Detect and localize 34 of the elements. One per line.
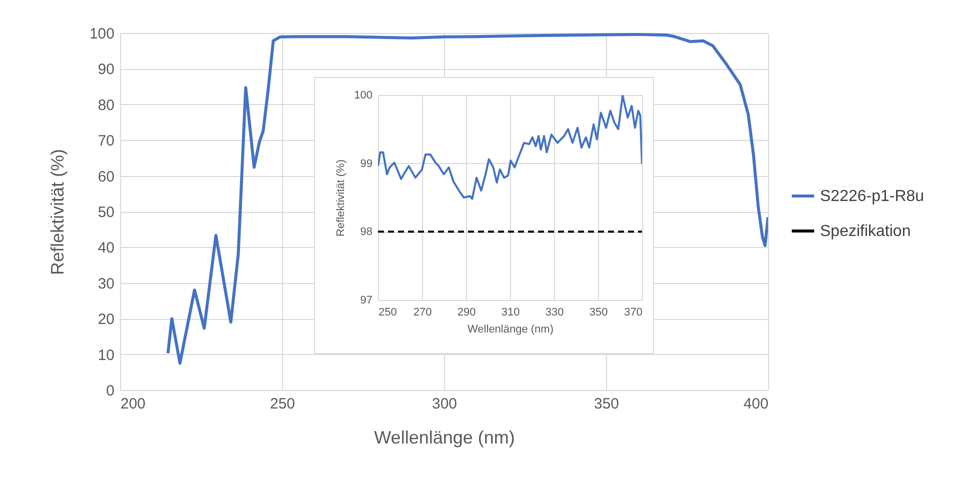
x-tick-label: 270 xyxy=(413,306,432,318)
y-tick-label: 98 xyxy=(360,226,372,238)
y-tick-label: 60 xyxy=(98,168,114,186)
y-tick-label: 10 xyxy=(98,346,114,364)
x-tick-label: 290 xyxy=(457,306,476,318)
x-tick-label: 370 xyxy=(624,306,642,318)
legend-label: S2226-p1-R8u xyxy=(820,188,924,205)
y-axis-title: Reflektivität (%) xyxy=(47,148,68,276)
x-tick-label: 330 xyxy=(545,306,564,318)
y-tick-label: 100 xyxy=(354,90,372,102)
y-axis-title: Reflektivität (%) xyxy=(335,159,348,237)
x-tick-label: 200 xyxy=(120,396,146,412)
y-tick-label: 0 xyxy=(106,382,114,400)
y-tick-label: 30 xyxy=(98,275,114,292)
y-tick-label: 97 xyxy=(360,294,372,306)
x-tick-label: 400 xyxy=(743,396,768,412)
y-tick-label: 70 xyxy=(98,132,114,150)
x-tick-label: 250 xyxy=(270,396,296,412)
y-tick-label: 99 xyxy=(360,158,372,170)
x-axis-title: Wellenlänge (nm) xyxy=(467,324,554,336)
x-tick-label: 250 xyxy=(378,306,397,318)
y-tick-label: 80 xyxy=(98,96,114,114)
x-axis-title: Wellenlänge (nm) xyxy=(374,428,515,448)
text: Spezifikation xyxy=(820,223,911,240)
x-tick-label: 300 xyxy=(432,396,458,412)
y-tick-label: 20 xyxy=(98,311,114,328)
x-tick-label: 310 xyxy=(501,306,520,318)
y-tick-label: 40 xyxy=(98,240,114,257)
x-tick-label: 350 xyxy=(589,306,608,318)
x-tick-label: 350 xyxy=(594,396,620,412)
line-series xyxy=(166,33,768,365)
y-tick-label: 90 xyxy=(98,61,114,78)
y-tick-label: 50 xyxy=(98,204,114,221)
y-tick-label: 100 xyxy=(89,26,114,42)
